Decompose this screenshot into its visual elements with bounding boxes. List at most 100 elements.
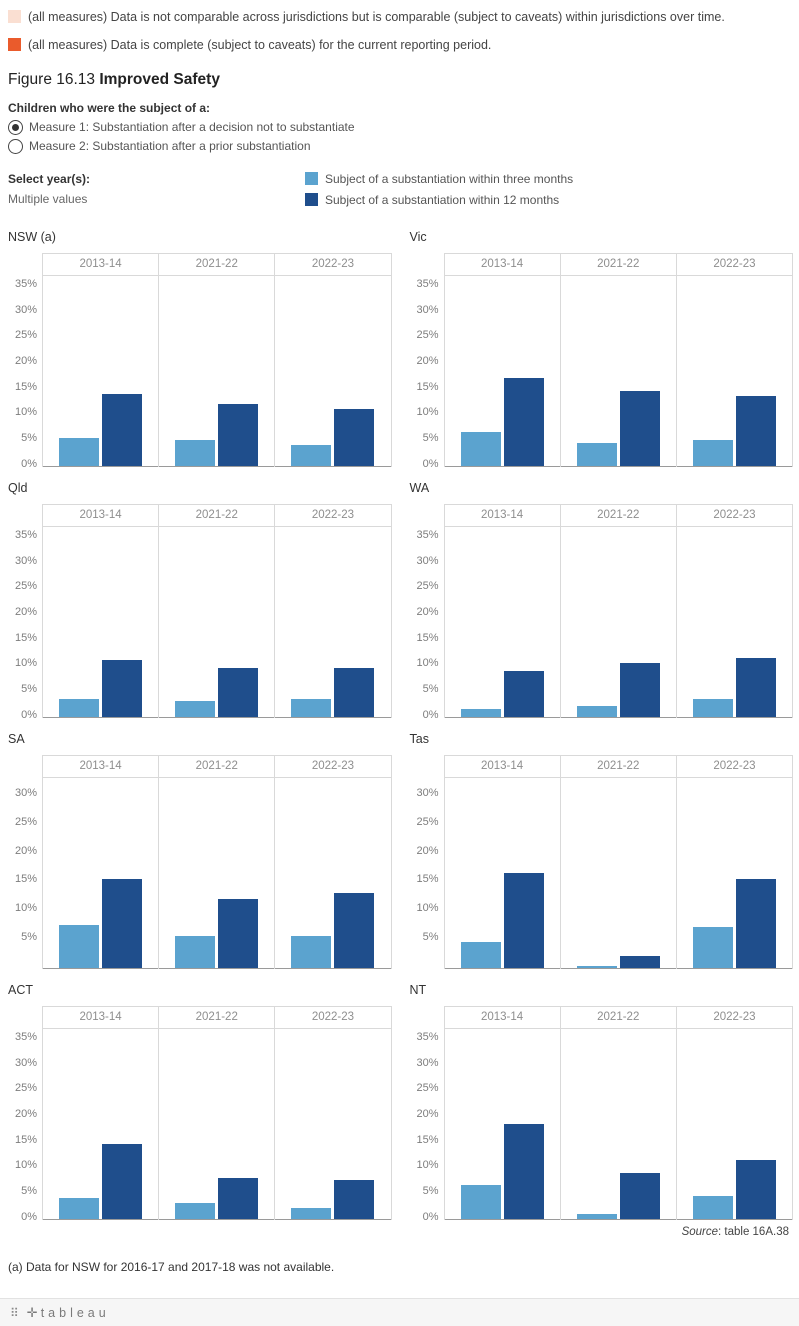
year-header: 2013-14 xyxy=(444,756,560,778)
bar-three-months[interactable] xyxy=(59,924,100,968)
bar-twelve-months[interactable] xyxy=(334,892,375,968)
year-header: 2022-23 xyxy=(676,1007,793,1029)
bar-three-months[interactable] xyxy=(291,445,332,466)
bar-three-months[interactable] xyxy=(460,432,501,466)
bar-twelve-months[interactable] xyxy=(102,660,143,717)
radio-measure-2-button[interactable] xyxy=(8,138,23,154)
y-tick-label: 30% xyxy=(14,554,37,567)
bar-three-months[interactable] xyxy=(291,1208,332,1219)
bar-three-months[interactable] xyxy=(291,698,332,717)
bar-twelve-months[interactable] xyxy=(503,1123,544,1219)
bar-pair xyxy=(561,662,676,717)
y-tick-label: 10% xyxy=(416,902,439,915)
bar-pair xyxy=(445,872,560,968)
bar-twelve-months[interactable] xyxy=(619,391,660,466)
bar-twelve-months[interactable] xyxy=(102,1144,143,1219)
year-header: 2022-23 xyxy=(275,756,391,778)
bar-three-months[interactable] xyxy=(175,936,216,968)
bar-twelve-months[interactable] xyxy=(619,956,660,968)
chart-act: ACT 0% 5% 10% 15% 20% 25% 30% 35% 2013-14 2021-22 2… xyxy=(8,983,392,1223)
pane-nsw-a-2022-23: 2022-23 xyxy=(275,252,392,467)
radio-measure-1-button[interactable] xyxy=(8,119,23,135)
bar-pair xyxy=(159,898,274,968)
plot-nsw-a-2013-14 xyxy=(43,276,159,467)
bar-twelve-months[interactable] xyxy=(218,667,259,717)
bar-three-months[interactable] xyxy=(59,437,100,466)
bar-twelve-months[interactable] xyxy=(735,1159,776,1219)
bar-three-months[interactable] xyxy=(59,1198,100,1219)
bar-three-months[interactable] xyxy=(291,936,332,968)
year-selector[interactable]: Select year(s): Multiple values xyxy=(8,172,305,214)
bar-pair xyxy=(43,878,158,968)
bar-twelve-months[interactable] xyxy=(503,670,544,717)
year-header: 2022-23 xyxy=(676,756,793,778)
bar-twelve-months[interactable] xyxy=(735,657,776,717)
bar-three-months[interactable] xyxy=(460,709,501,717)
bar-pair xyxy=(275,1180,390,1219)
bar-three-months[interactable] xyxy=(460,1185,501,1219)
year-header: 2021-22 xyxy=(159,505,275,527)
chart-body-tas: 5% 10% 15% 20% 25% 30% 2013-14 2021-22 2022-23 xyxy=(410,754,794,969)
bar-three-months[interactable] xyxy=(692,927,733,968)
bar-twelve-months[interactable] xyxy=(218,404,259,466)
bar-three-months[interactable] xyxy=(576,1213,617,1219)
pane-vic-2021-22: 2021-22 xyxy=(560,252,677,467)
bar-three-months[interactable] xyxy=(59,698,100,717)
y-tick-label: 0% xyxy=(422,457,439,470)
bar-three-months[interactable] xyxy=(692,440,733,466)
y-tick-label: 10% xyxy=(14,1159,37,1172)
bar-three-months[interactable] xyxy=(175,701,216,717)
bar-twelve-months[interactable] xyxy=(334,409,375,466)
y-tick-label: 15% xyxy=(14,631,37,644)
bar-pair xyxy=(561,1172,676,1219)
bar-twelve-months[interactable] xyxy=(218,898,259,968)
bar-three-months[interactable] xyxy=(576,966,617,968)
pane-nsw-a-2013-14: 2013-14 xyxy=(42,252,160,467)
bar-twelve-months[interactable] xyxy=(334,1180,375,1219)
bar-three-months[interactable] xyxy=(576,442,617,466)
y-axis-tas: 5% 10% 15% 20% 25% 30% xyxy=(410,755,444,967)
year-selector-value[interactable]: Multiple values xyxy=(8,191,88,206)
bar-twelve-months[interactable] xyxy=(218,1177,259,1219)
bar-twelve-months[interactable] xyxy=(619,662,660,717)
chart-nsw-a: NSW (a) 0% 5% 10% 15% 20% 25% 30% 35% 2013-14 2021… xyxy=(8,230,392,470)
y-tick-label: 30% xyxy=(416,787,439,800)
y-tick-label: 10% xyxy=(416,406,439,419)
bar-twelve-months[interactable] xyxy=(735,878,776,968)
tableau-logo[interactable]: ⠿ ✛ tableau xyxy=(10,1305,110,1321)
bar-pair xyxy=(275,409,390,466)
y-tick-label: 0% xyxy=(21,708,37,721)
bar-pair xyxy=(275,892,390,968)
bar-three-months[interactable] xyxy=(460,941,501,968)
radio-measure-2[interactable]: Measure 2: Substantiation after a prior … xyxy=(8,138,791,154)
plot-act-2013-14 xyxy=(43,1029,159,1220)
caveat-notes: (all measures) Data is not comparable ac… xyxy=(0,0,799,56)
plot-vic-2022-23 xyxy=(676,276,793,467)
y-axis-nt: 0% 5% 10% 15% 20% 25% 30% 35% xyxy=(410,1006,444,1223)
bar-twelve-months[interactable] xyxy=(334,667,375,717)
bar-twelve-months[interactable] xyxy=(619,1172,660,1219)
bar-twelve-months[interactable] xyxy=(102,393,143,466)
y-tick-label: 5% xyxy=(422,432,439,445)
bar-three-months[interactable] xyxy=(175,440,216,466)
bar-twelve-months[interactable] xyxy=(735,396,776,466)
year-header: 2013-14 xyxy=(43,505,159,527)
pane-vic-2013-14: 2013-14 xyxy=(443,252,561,467)
panes-tas: 2013-14 2021-22 2022-23 xyxy=(443,754,794,969)
plot-act-2022-23 xyxy=(275,1029,391,1220)
chart-vic: Vic 0% 5% 10% 15% 20% 25% 30% 35% 2013-14 2021-22 2… xyxy=(410,230,794,470)
y-tick-label: 15% xyxy=(416,380,439,393)
controls-row: Select year(s): Multiple values Subject … xyxy=(0,158,799,220)
radio-measure-1[interactable]: Measure 1: Substantiation after a decisi… xyxy=(8,119,791,135)
bar-pair xyxy=(159,404,274,466)
bar-twelve-months[interactable] xyxy=(102,878,143,968)
y-tick-label: 25% xyxy=(416,580,439,593)
panes-act: 2013-14 2021-22 2022-23 xyxy=(42,1005,392,1220)
bar-twelve-months[interactable] xyxy=(503,872,544,968)
bar-three-months[interactable] xyxy=(692,698,733,717)
bar-three-months[interactable] xyxy=(576,706,617,717)
bar-twelve-months[interactable] xyxy=(503,378,544,466)
pane-act-2013-14: 2013-14 xyxy=(42,1005,160,1220)
bar-three-months[interactable] xyxy=(175,1203,216,1219)
bar-three-months[interactable] xyxy=(692,1195,733,1219)
